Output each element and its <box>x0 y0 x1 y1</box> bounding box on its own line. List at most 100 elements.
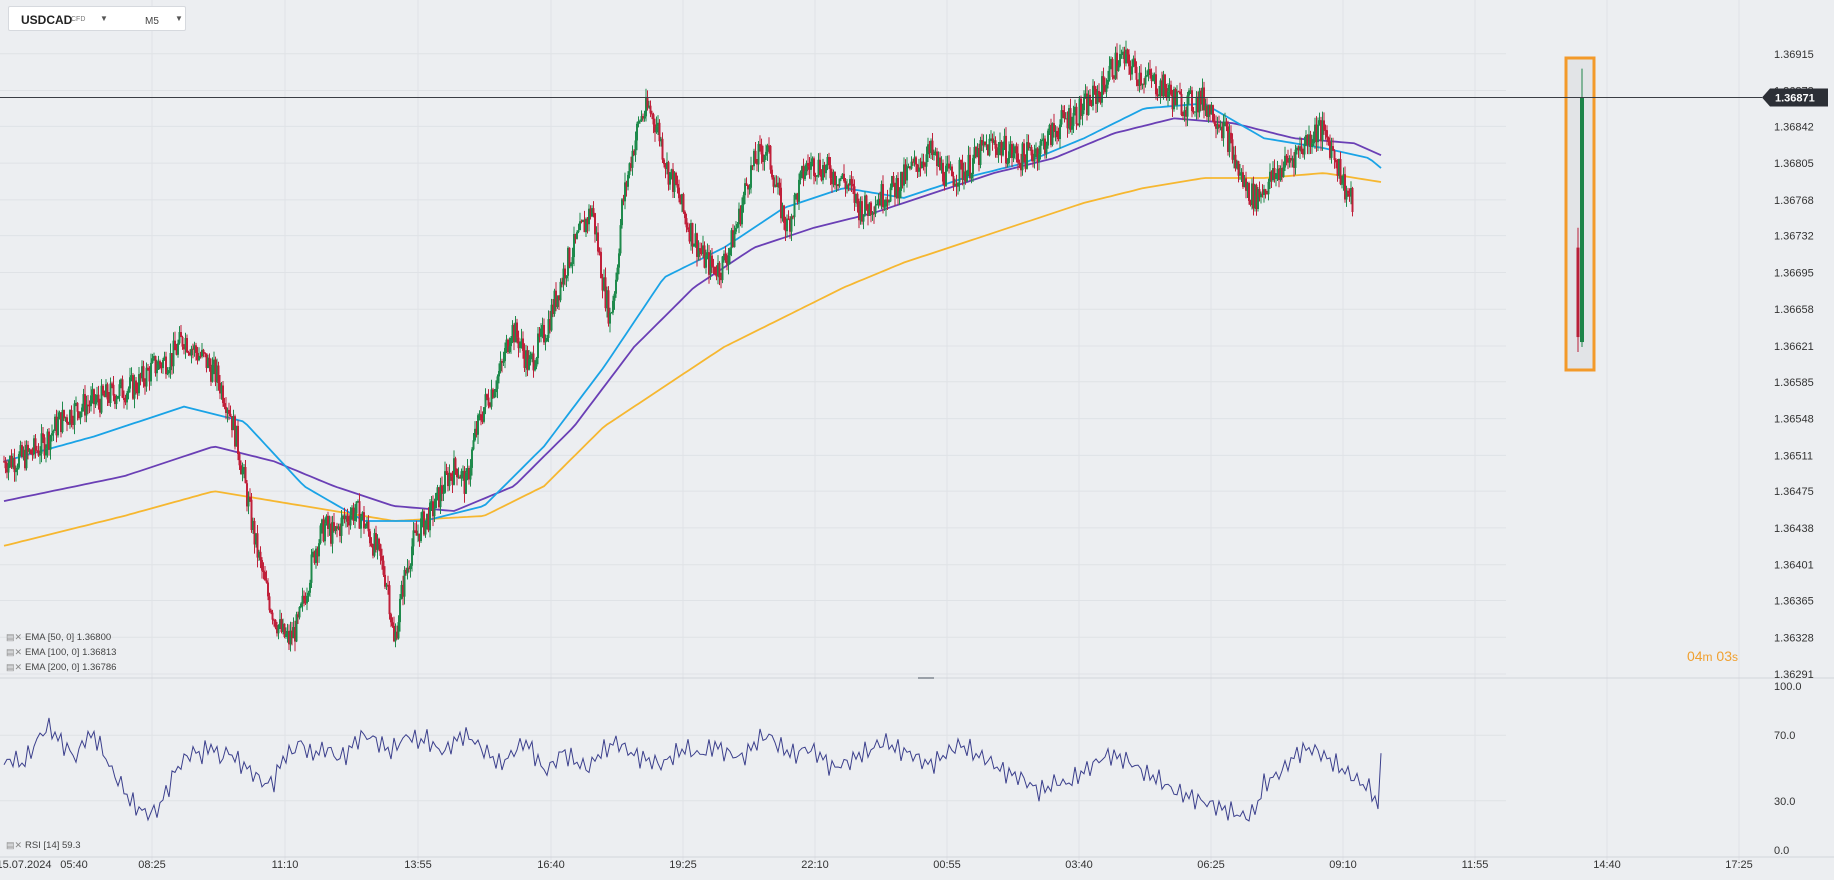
candle <box>1327 136 1330 146</box>
candle <box>1294 144 1297 175</box>
candle <box>625 180 628 197</box>
candle <box>823 161 826 178</box>
candle <box>547 310 550 343</box>
price-tick-label: 1.36291 <box>1774 669 1814 681</box>
candle <box>135 377 137 395</box>
candle <box>901 171 904 189</box>
candle <box>18 451 20 470</box>
candle <box>1087 90 1090 116</box>
candle <box>789 216 791 239</box>
legend-ema50-text: EMA [50, 0] 1.36800 <box>25 632 112 643</box>
settings-icon[interactable]: ▤✕ <box>6 632 23 642</box>
symbol-toolbar[interactable]: USDCAD CFD ▼ M5 ▼ <box>8 6 186 31</box>
candle <box>280 612 283 634</box>
candle <box>193 341 196 357</box>
rsi-legend[interactable]: ▤✕ RSI [14] 59.3 <box>6 840 81 851</box>
candle <box>1576 227 1580 352</box>
candle <box>256 525 259 568</box>
candle <box>1329 134 1331 160</box>
rsi-panel[interactable]: 100.0 70.0 30.0 0.0 <box>0 681 1802 857</box>
candle <box>576 230 578 240</box>
candle <box>367 515 370 537</box>
ema50g-path <box>3 102 1382 522</box>
candle <box>1122 46 1124 60</box>
candle <box>1225 118 1228 132</box>
time-tick-label: 22:10 <box>801 859 829 871</box>
candle <box>355 501 358 522</box>
candle <box>283 623 286 639</box>
candle <box>1147 62 1150 82</box>
candle <box>381 548 383 570</box>
candle <box>255 533 257 548</box>
time-tick-label: 03:40 <box>1065 859 1093 871</box>
settings-icon[interactable]: ▤✕ <box>6 647 23 657</box>
candle <box>955 174 958 197</box>
candle <box>462 465 464 481</box>
symbol-dropdown-icon[interactable]: ▼ <box>100 14 108 23</box>
candle <box>375 525 377 553</box>
candle <box>199 351 202 359</box>
candle <box>922 153 925 171</box>
candle <box>925 146 928 177</box>
candle <box>382 555 385 578</box>
candle <box>403 566 406 605</box>
legend-ema200[interactable]: ▤✕ EMA [200, 0] 1.36786 <box>6 660 116 675</box>
candle <box>708 245 710 284</box>
candle <box>1191 86 1193 118</box>
timeframe-dropdown-icon[interactable]: ▼ <box>175 14 183 23</box>
candle <box>231 416 233 438</box>
timeframe-label[interactable]: M5 <box>145 16 159 27</box>
candle <box>526 345 529 377</box>
candle <box>745 177 748 187</box>
time-axis[interactable]: 15.07.2024 05:40 08:25 11:10 13:55 16:40 19:25… <box>0 856 1834 871</box>
candle <box>1140 64 1142 91</box>
candle <box>124 394 127 406</box>
candle <box>1153 72 1156 85</box>
candle <box>117 395 119 400</box>
candle <box>1246 181 1249 198</box>
candle <box>447 467 449 492</box>
candle <box>678 179 680 203</box>
candle <box>1050 118 1052 148</box>
candle <box>675 171 677 186</box>
candle <box>196 346 199 365</box>
candle <box>163 351 166 361</box>
time-tick-label: 09:10 <box>1329 859 1357 871</box>
candle <box>1021 141 1024 176</box>
candle <box>973 138 976 164</box>
candle <box>769 144 772 174</box>
candle <box>570 262 572 269</box>
candle <box>877 193 880 209</box>
settings-icon[interactable]: ▤✕ <box>6 662 23 672</box>
candle <box>1126 48 1129 64</box>
candle <box>894 182 896 206</box>
candle <box>762 145 764 171</box>
candle <box>1041 133 1043 146</box>
candle <box>660 136 662 147</box>
legend-ema100[interactable]: ▤✕ EMA [100, 0] 1.36813 <box>6 645 116 660</box>
candle <box>112 375 115 402</box>
candle <box>498 363 500 384</box>
symbol-label[interactable]: USDCAD <box>21 13 73 27</box>
candle <box>477 413 479 445</box>
indicator-legend: ▤✕ EMA [50, 0] 1.36800 ▤✕ EMA [100, 0] 1.3… <box>6 630 116 675</box>
candle <box>1077 123 1079 127</box>
legend-ema50[interactable]: ▤✕ EMA [50, 0] 1.36800 <box>6 630 116 645</box>
candle <box>681 193 683 213</box>
candle <box>151 353 154 364</box>
candle <box>106 382 109 406</box>
candle <box>339 523 341 543</box>
candle <box>906 157 908 188</box>
candle <box>798 173 800 210</box>
price-axis[interactable]: 1.369151.368781.368421.368051.367681.367… <box>1762 49 1828 681</box>
candle <box>790 213 793 242</box>
candle <box>1074 99 1076 116</box>
settings-icon[interactable]: ▤✕ <box>6 840 23 850</box>
candle <box>736 221 739 229</box>
candle <box>340 509 343 544</box>
candle <box>1158 85 1160 98</box>
candle <box>412 521 415 556</box>
candle <box>478 410 481 421</box>
candle <box>363 506 365 534</box>
